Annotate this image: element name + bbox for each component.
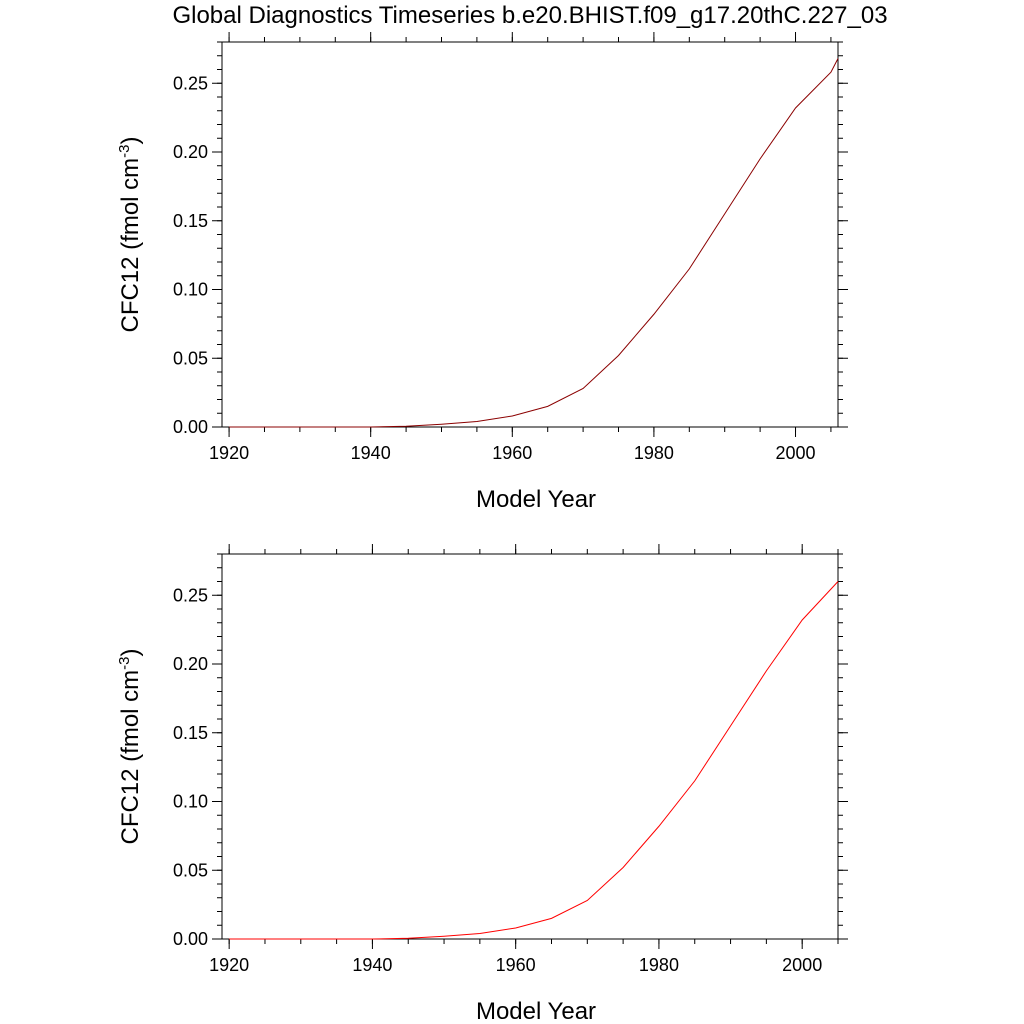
x-axis-label: Model Year [476,998,596,1024]
top-plot: 1920 1940 1960 1980 2000 0.00 0.05 0.10 0.15 0.20… [116,32,848,513]
y-tick-label: 0.20 [173,654,208,674]
y-tick-label: 0.15 [173,723,208,743]
x-tick-label: 1960 [492,443,532,463]
x-tick-label: 1980 [634,443,674,463]
x-tick-label: 1920 [209,443,249,463]
series-line-cfc12 [229,58,839,428]
y-tick-label: 0.10 [173,792,208,812]
y-tick-label: 0.00 [173,929,208,949]
x-axis-label: Model Year [476,486,596,513]
x-tick-label: 1940 [351,443,391,463]
plot-frame [221,553,839,940]
x-tick-label: 2000 [782,955,822,975]
y-tick-label: 0.15 [173,211,208,231]
chart-title: Global Diagnostics Timeseries b.e20.BHIS… [172,2,888,29]
y-tick-label: 0.05 [173,860,208,880]
y-tick-label: 0.20 [173,142,208,162]
y-tick-label: 0.10 [173,280,208,300]
y-tick-label: 0.25 [173,73,208,93]
y-tick-label: 0.05 [173,348,208,368]
y-axis-label: CFC12 (fmol cm-3) [116,648,144,844]
x-tick-label: 1920 [209,955,249,975]
x-tick-label: 1940 [352,955,392,975]
x-tick-label: 2000 [775,443,815,463]
y-tick-label: 0.00 [173,417,208,437]
x-tick-label: 1980 [639,955,679,975]
y-axis-label: CFC12 (fmol cm-3) [116,136,144,332]
y-tick-label: 0.25 [173,585,208,605]
x-tick-label: 1960 [496,955,536,975]
series-line-cfc12 [229,581,839,940]
